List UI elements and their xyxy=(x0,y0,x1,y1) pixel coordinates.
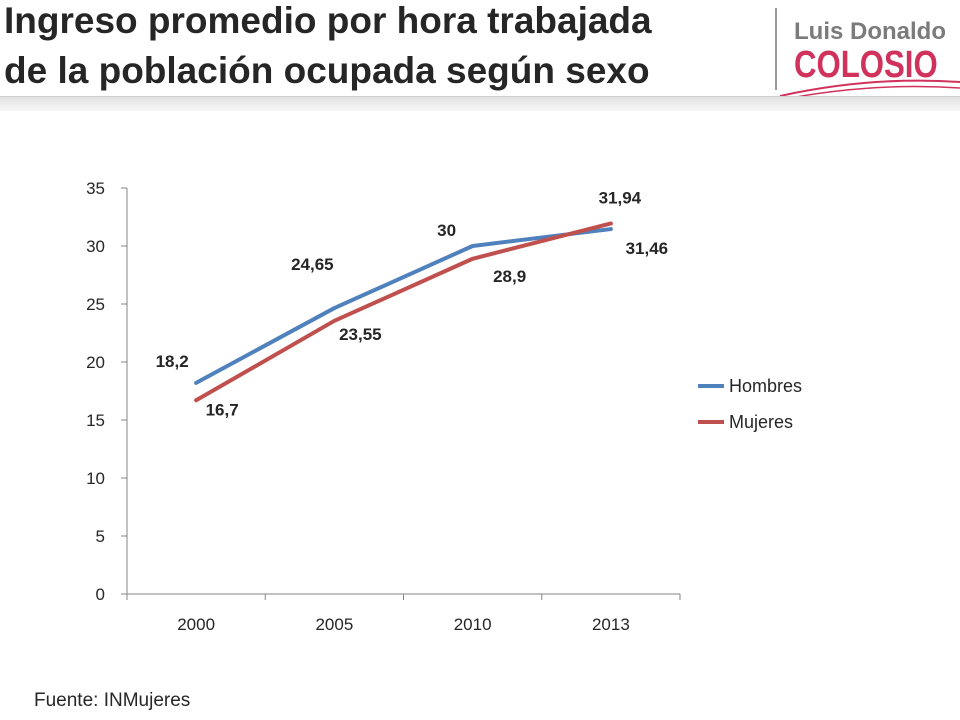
logo-divider xyxy=(775,8,777,90)
y-tick-label: 25 xyxy=(86,295,105,314)
y-tick-label: 0 xyxy=(96,585,105,604)
title-line-1: Ingreso promedio por hora trabajada xyxy=(4,0,652,41)
y-tick-label: 35 xyxy=(86,179,105,198)
y-tick-label: 15 xyxy=(86,411,105,430)
y-tick-label: 30 xyxy=(86,237,105,256)
data-label: 31,94 xyxy=(599,188,642,207)
y-tick-label: 20 xyxy=(86,353,105,372)
legend-label: Mujeres xyxy=(729,412,793,432)
legend-label: Hombres xyxy=(729,376,802,396)
title-line-2: de la población ocupada según sexo xyxy=(4,50,650,91)
source-note: Fuente: INMujeres xyxy=(34,690,191,711)
x-tick-label: 2000 xyxy=(177,615,215,634)
series-line-hombres xyxy=(194,227,613,385)
data-label: 28,9 xyxy=(493,267,526,286)
y-tick-label: 5 xyxy=(96,527,105,546)
data-label: 31,46 xyxy=(626,239,669,258)
x-tick-label: 2010 xyxy=(454,615,492,634)
data-label: 23,55 xyxy=(339,325,382,344)
data-label: 30 xyxy=(437,221,456,240)
logo-text-colosio: COLOSIO xyxy=(794,44,938,86)
y-tick-label: 10 xyxy=(86,469,105,488)
data-label: 18,2 xyxy=(156,352,189,371)
series-line-mujeres xyxy=(194,221,613,403)
x-tick-label: 2005 xyxy=(315,615,353,634)
header-rule xyxy=(0,96,960,111)
data-label: 24,65 xyxy=(291,255,334,274)
logo-text-name: Luis Donaldo xyxy=(794,18,946,45)
x-tick-label: 2013 xyxy=(592,615,630,634)
data-label: 16,7 xyxy=(206,400,239,419)
